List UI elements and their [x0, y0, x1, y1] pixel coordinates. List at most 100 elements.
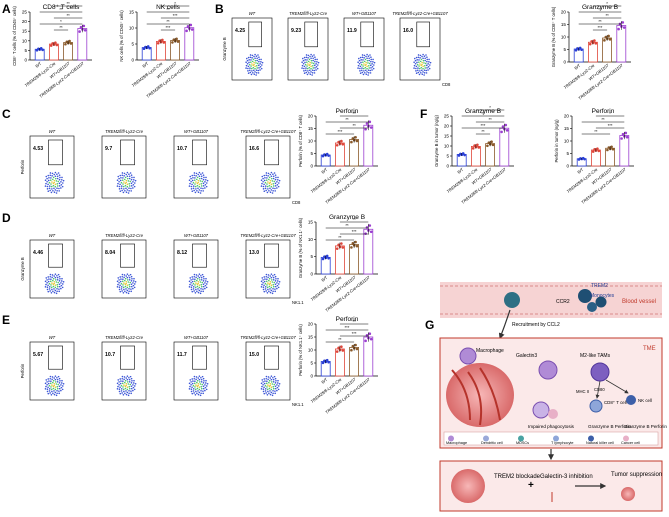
flow-E-event	[263, 392, 266, 395]
flow-B-event	[426, 56, 428, 58]
flow-E-event	[264, 384, 267, 387]
chart-D-bar	[334, 245, 345, 275]
flow-C-event	[193, 189, 195, 192]
flow-E-event	[46, 390, 49, 393]
flow-C-event	[191, 179, 194, 182]
chart-D-point	[325, 254, 329, 258]
flow-B-event	[311, 64, 314, 67]
flow-B-event	[250, 59, 252, 61]
flow-B-event	[313, 69, 316, 72]
flow-E-event	[269, 393, 272, 396]
flow-C-event	[121, 172, 124, 174]
flow-E-event	[189, 385, 191, 388]
flow-E-event	[188, 382, 191, 385]
flow-E-event	[58, 377, 61, 380]
flow-D-event	[197, 280, 200, 283]
flow-D-event	[122, 278, 124, 281]
flow-D-event	[118, 279, 120, 281]
flow-D-event	[267, 288, 269, 291]
flow-B-event	[418, 61, 420, 63]
flow-D-event	[276, 284, 279, 287]
chart-F-0-point	[491, 143, 495, 147]
flow-B-event	[304, 61, 306, 64]
chart-C-point	[341, 142, 345, 146]
flow-C-event	[268, 184, 271, 187]
flow-C-event	[188, 179, 191, 182]
chart-F-0-bar	[499, 127, 510, 167]
flow-B-event	[357, 57, 360, 60]
flow-B-event	[314, 58, 317, 61]
flow-D-event	[44, 286, 47, 288]
flow-C-event	[126, 177, 129, 180]
chart-F-0-sig-label: **	[481, 111, 485, 116]
chart-D-sig-label: **	[345, 223, 349, 228]
chart-F-0-sig-label: ***	[481, 123, 486, 128]
chart-C-point	[355, 139, 359, 143]
flow-B-event	[252, 69, 255, 72]
flow-C-event	[131, 176, 133, 179]
flow-C-event	[119, 174, 122, 177]
chart-B-tick-label: 0	[563, 60, 566, 65]
flow-B-event	[247, 72, 250, 75]
flow-E-event	[125, 390, 127, 392]
flow-E-event	[267, 376, 270, 378]
flow-B-event	[253, 61, 255, 64]
flow-B-event	[363, 70, 365, 72]
flow-C-event	[265, 172, 268, 174]
flow-E-event	[192, 380, 194, 382]
flow-B-event	[311, 69, 314, 71]
chart-F-1-sig-label: **	[594, 129, 598, 134]
flow-D-event	[267, 279, 270, 282]
flow-D-gate-value: 8.12	[177, 250, 187, 256]
flow-C-event	[195, 181, 197, 183]
chart-E-point	[350, 348, 353, 352]
flow-E-event	[53, 390, 55, 392]
flow-C-event	[46, 185, 49, 188]
flow-D-event	[60, 282, 62, 284]
flow-B-event	[257, 54, 259, 56]
m2-tam-cell	[590, 362, 610, 382]
flow-D-event	[58, 280, 61, 282]
flow-D-event	[123, 274, 126, 276]
tam-to-tcell-arrow	[595, 380, 601, 399]
flow-C-event	[192, 181, 195, 184]
chart-F-0-point	[477, 146, 481, 149]
chart-A-1-point	[162, 41, 166, 44]
panel-label-F: F	[420, 107, 427, 121]
flow-C-event	[132, 181, 134, 183]
flow-C-event	[195, 172, 198, 175]
flow-B-event	[426, 60, 428, 63]
flow-D-event	[270, 286, 273, 289]
chart-C-title: Perforin	[336, 108, 359, 115]
flow-D-event	[121, 275, 124, 278]
flow-B-event	[363, 63, 365, 65]
tumor-cell-small	[548, 409, 558, 419]
flow-B-event	[423, 64, 426, 67]
chart-A-1-tick-label: 10	[129, 26, 135, 31]
flow-C-event	[198, 175, 201, 178]
flow-E-event	[53, 393, 56, 396]
flow-D-event	[116, 286, 119, 288]
flow-D-event	[129, 281, 132, 284]
flow-B-event	[364, 64, 367, 67]
flow-C-event	[266, 191, 269, 194]
flow-E-event	[132, 382, 135, 384]
flow-E-event	[58, 382, 61, 384]
flow-D-event	[56, 288, 58, 290]
chart-C-sig-label: **	[352, 111, 356, 116]
flow-E-event	[61, 379, 63, 382]
flow-D-event	[129, 273, 132, 276]
flow-E-event	[278, 383, 281, 385]
flow-E-event	[52, 379, 55, 382]
flow-B-event	[429, 61, 432, 64]
chart-A-0-point	[78, 30, 81, 33]
flow-C-event	[192, 185, 195, 187]
flow-E-event	[265, 392, 267, 394]
flow-C-event	[269, 187, 271, 190]
flow-D-event	[54, 289, 57, 292]
flow-D-event	[197, 288, 199, 290]
flow-C-event	[54, 175, 57, 178]
flow-D-event	[269, 291, 272, 294]
flow-D-event	[263, 290, 266, 293]
flow-B-event	[314, 56, 316, 58]
